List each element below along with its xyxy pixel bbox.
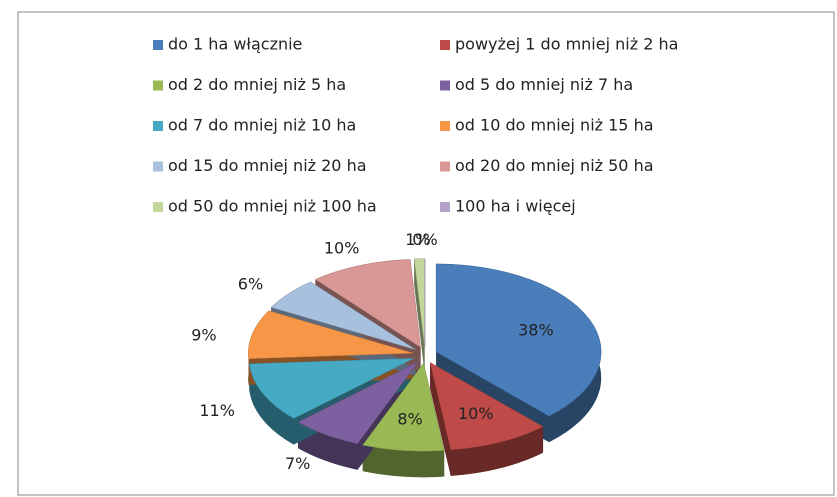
legend-swatch	[440, 161, 450, 172]
data-label: 10%	[458, 404, 494, 423]
slice	[248, 310, 414, 359]
slice-side	[362, 445, 445, 478]
legend-swatch	[440, 40, 450, 50]
slice	[429, 362, 544, 451]
legend-swatch	[153, 121, 163, 131]
data-label: 8%	[397, 410, 422, 429]
legend-label: od 7 do mniej niż 10 ha	[168, 116, 356, 135]
data-label: 38%	[518, 320, 554, 339]
data-label: 9%	[191, 326, 216, 345]
legend-label: do 1 ha włącznie	[168, 35, 302, 54]
slice-side	[249, 363, 294, 445]
data-label: 7%	[285, 454, 310, 473]
data-label: 0%	[412, 230, 437, 249]
legend-swatch	[440, 202, 450, 212]
slice	[270, 281, 416, 350]
legend-label: od 15 do mniej niż 20 ha	[168, 156, 367, 175]
slice-wall	[430, 362, 451, 476]
legend-swatch	[153, 202, 163, 212]
slice-wall	[414, 258, 425, 373]
legend-swatch	[153, 80, 163, 91]
legend-label: od 20 do mniej niż 50 ha	[455, 156, 654, 175]
slice	[249, 358, 415, 419]
slice	[413, 258, 425, 347]
legend-swatch	[153, 40, 163, 50]
data-label: 6%	[238, 274, 263, 293]
slice	[314, 259, 421, 348]
legend-label: 100 ha i więcej	[455, 197, 576, 216]
data-label: 10%	[324, 238, 360, 257]
data-label: 11%	[199, 401, 235, 420]
legend-label: powyżej 1 do mniej niż 2 ha	[455, 35, 678, 54]
slice	[297, 361, 419, 444]
slice-side	[450, 426, 544, 476]
legend-swatch	[153, 161, 163, 172]
legend-swatch	[440, 121, 450, 131]
slice	[435, 263, 602, 417]
legend-label: od 50 do mniej niż 100 ha	[168, 197, 377, 216]
data-label: 1%	[405, 230, 430, 249]
legend-label: od 10 do mniej niż 15 ha	[455, 116, 654, 135]
legend-label: od 5 do mniej niż 7 ha	[455, 75, 633, 94]
legend-swatch	[440, 80, 450, 91]
slice	[362, 362, 445, 452]
legend-label: od 2 do mniej niż 5 ha	[168, 75, 346, 94]
